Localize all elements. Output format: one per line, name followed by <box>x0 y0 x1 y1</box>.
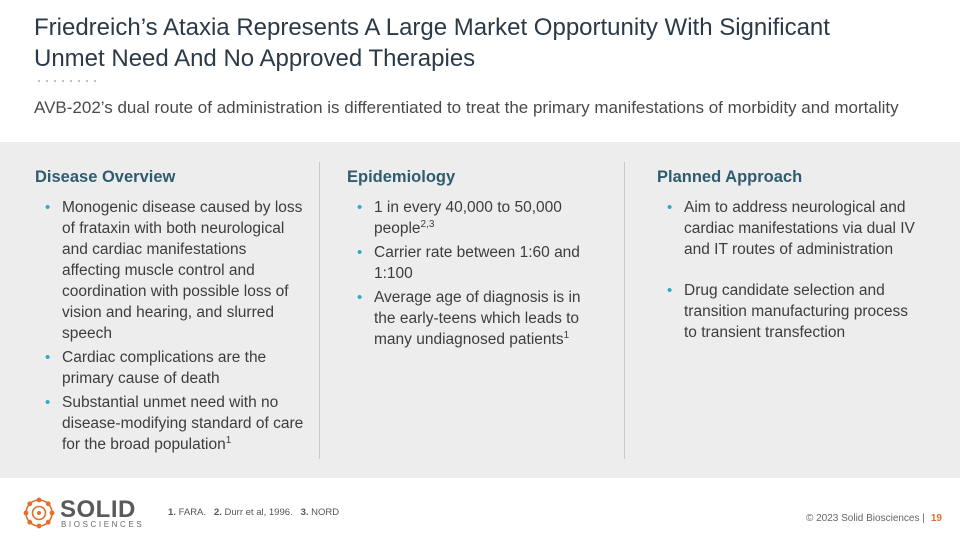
footnote-ref: 1 <box>563 329 570 341</box>
footnote-number: 2. <box>213 507 222 518</box>
bullet-list: • Monogenic disease caused by loss of fra… <box>35 197 305 455</box>
column-heading: Epidemiology <box>347 168 456 186</box>
footnote-text: FARA. <box>178 507 207 518</box>
logo-subtext: BIOSCIENCES <box>61 520 145 529</box>
column-planned-approach: Planned Approach • Aim to address neurolo… <box>657 168 917 346</box>
bullet-icon: • <box>45 199 51 216</box>
list-item-text: Carrier rate between 1:60 and 1:100 <box>374 244 580 282</box>
list-item-text: Drug candidate selection and transition … <box>684 282 909 341</box>
list-item: • Average age of diagnosis is in the earl… <box>347 287 587 350</box>
company-logo: SOLID BIOSCIENCES <box>22 496 162 530</box>
footnote-number: 1. <box>168 507 176 518</box>
footnote-text: NORD <box>311 507 340 518</box>
footnote-ref: 2,3 <box>420 218 435 230</box>
list-item: • 1 in every 40,000 to 50,000 people2,3 <box>347 197 587 239</box>
footnote-ref: 1 <box>225 434 232 446</box>
list-item-text: 1 in every 40,000 to 50,000 people <box>374 199 562 237</box>
footnote-text: Durr et al, 1996. <box>224 507 293 518</box>
list-item-text: Substantial unmet need with no disease-m… <box>62 394 304 453</box>
list-item-text: Monogenic disease caused by loss of frat… <box>62 199 303 342</box>
list-item: • Carrier rate between 1:60 and 1:100 <box>347 242 587 284</box>
page-number: 19 <box>930 513 942 524</box>
list-item: • Drug candidate selection and transition… <box>657 280 917 343</box>
column-heading: Disease Overview <box>35 168 176 186</box>
copyright-text: © 2023 Solid Biosciences | <box>805 513 925 524</box>
logo-wordmark: SOLID <box>60 496 136 523</box>
list-item: • Cardiac complications are the primary c… <box>35 347 305 389</box>
column-divider <box>319 162 320 459</box>
column-epidemiology: Epidemiology • 1 in every 40,000 to 50,00… <box>347 168 587 353</box>
column-heading: Planned Approach <box>657 168 803 186</box>
slide-title: Friedreich’s Ataxia Represents A Large M… <box>34 12 914 74</box>
column-disease-overview: Disease Overview • Monogenic disease caus… <box>35 168 305 458</box>
bullet-list: • Aim to address neurological and cardiac… <box>657 197 917 343</box>
slide-title-line-2: Unmet Need And No Approved Therapies <box>34 45 476 72</box>
bullet-icon: • <box>45 349 51 366</box>
list-item-text: Average age of diagnosis is in the early… <box>374 289 581 348</box>
logo-mark-icon <box>23 497 55 529</box>
slide-subtitle: AVB-202’s dual route of administration i… <box>34 98 899 117</box>
list-item: • Aim to address neurological and cardiac… <box>657 197 917 260</box>
bullet-icon: • <box>45 394 51 411</box>
bullet-list: • 1 in every 40,000 to 50,000 people2,3 •… <box>347 197 587 350</box>
dotted-rule <box>35 80 97 82</box>
footnote-number: 3. <box>300 507 309 518</box>
list-item-text: Aim to address neurological and cardiac … <box>684 199 915 258</box>
footnotes: 1. FARA. 2. Durr et al, 1996. 3. NORD <box>168 507 339 518</box>
column-divider <box>624 162 625 459</box>
list-item-text: Cardiac complications are the primary ca… <box>62 349 267 387</box>
copyright-notice: © 2023 Solid Biosciences | 19 <box>806 513 942 524</box>
bullet-icon: • <box>667 282 673 299</box>
content-panel: Disease Overview • Monogenic disease caus… <box>0 142 960 478</box>
bullet-icon: • <box>357 244 363 261</box>
bullet-icon: • <box>667 199 673 216</box>
list-item: • Substantial unmet need with no disease-… <box>35 392 305 455</box>
list-item: • Monogenic disease caused by loss of fra… <box>35 197 305 344</box>
bullet-icon: • <box>357 289 363 306</box>
bullet-icon: • <box>357 199 363 216</box>
slide-title-line-1: Friedreich’s Ataxia Represents A Large M… <box>34 14 830 41</box>
